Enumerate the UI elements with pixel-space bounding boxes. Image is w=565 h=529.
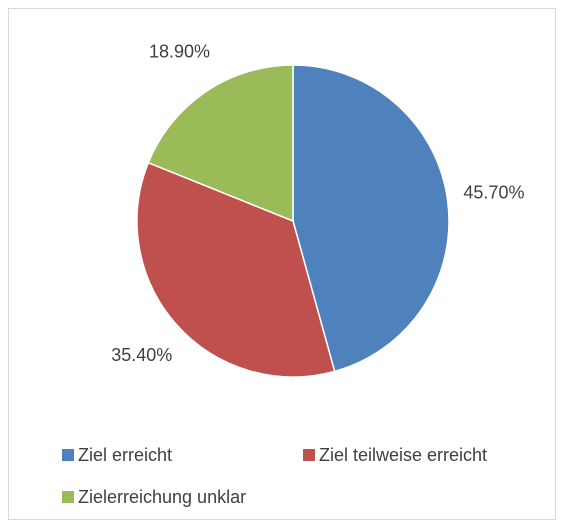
legend-label: Ziel teilweise erreicht [319,445,487,465]
pie-slice [292,64,450,373]
legend-swatch [303,449,315,461]
pie-slice [136,161,336,378]
pie-slice [147,64,294,223]
legend-swatch [62,491,74,503]
data-label: 18.90% [149,42,210,62]
data-label: 45.70% [463,182,524,202]
legend-label: Zielerreichung unklar [78,487,246,507]
legend-swatch [62,449,74,461]
data-label: 35.40% [111,345,172,365]
legend-label: Ziel erreicht [78,445,172,465]
